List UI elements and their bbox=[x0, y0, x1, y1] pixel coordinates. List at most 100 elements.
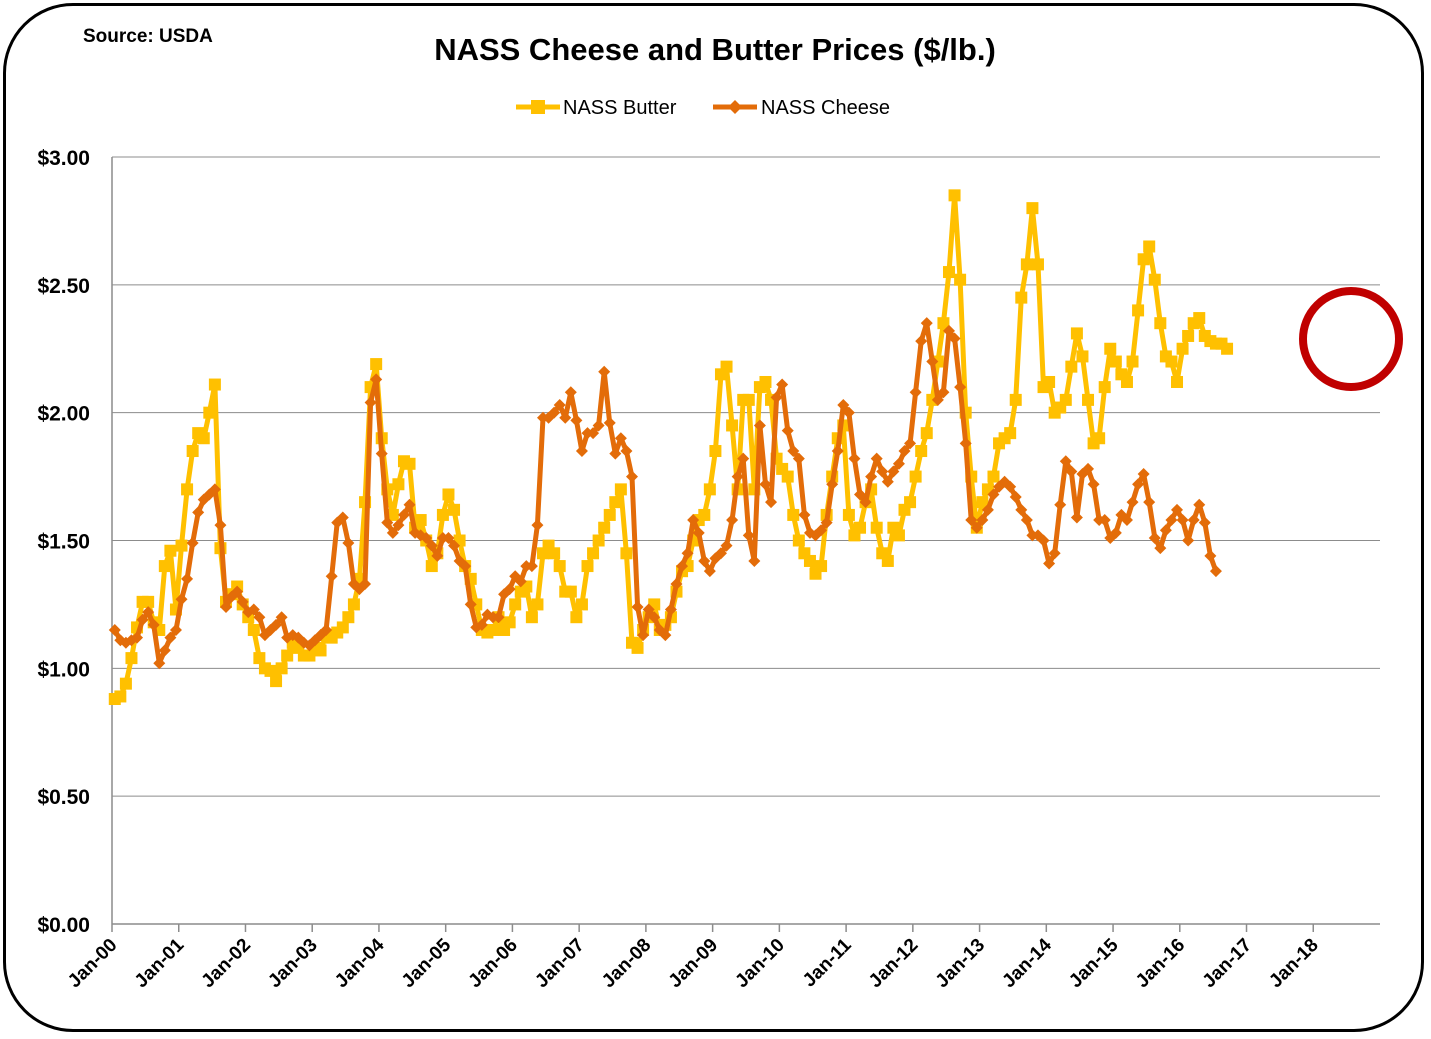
cheese-point bbox=[131, 631, 144, 644]
series-cheese bbox=[108, 317, 1222, 670]
butter-point bbox=[414, 514, 427, 527]
x-tick-label: Jan-03 bbox=[264, 935, 321, 992]
x-tick-label: Jan-16 bbox=[1132, 935, 1189, 992]
cheese-point bbox=[759, 478, 772, 491]
cheese-point bbox=[692, 526, 705, 539]
cheese-point bbox=[220, 600, 233, 613]
cheese-point bbox=[231, 585, 244, 598]
legend-butter-marker bbox=[531, 100, 545, 114]
butter-point bbox=[264, 664, 277, 677]
cheese-point bbox=[136, 613, 149, 626]
cheese-point bbox=[1009, 491, 1022, 504]
cheese-point bbox=[642, 603, 655, 616]
cheese-point bbox=[1204, 549, 1217, 562]
cheese-point bbox=[1143, 496, 1156, 509]
cheese-point bbox=[753, 419, 766, 432]
cheese-point bbox=[186, 537, 199, 550]
cheese-point bbox=[1054, 498, 1067, 511]
butter-point bbox=[759, 375, 772, 388]
cheese-point bbox=[981, 503, 994, 516]
cheese-point bbox=[687, 514, 700, 527]
butter-point bbox=[370, 358, 383, 371]
cheese-point bbox=[531, 519, 544, 532]
cheese-point bbox=[1165, 514, 1178, 527]
butter-point bbox=[1082, 393, 1095, 406]
butter-point bbox=[436, 508, 449, 521]
cheese-point bbox=[247, 603, 260, 616]
butter-point bbox=[392, 478, 405, 491]
cheese-point bbox=[1020, 514, 1033, 527]
x-tick-label: Jan-06 bbox=[465, 935, 522, 992]
cheese-point bbox=[603, 416, 616, 429]
cheese-point bbox=[270, 618, 283, 631]
butter-point bbox=[1193, 312, 1206, 325]
cheese-point bbox=[1159, 524, 1172, 537]
butter-point bbox=[1154, 317, 1167, 330]
legend: NASS Butter NASS Cheese bbox=[516, 97, 890, 119]
cheese-point bbox=[892, 457, 905, 470]
butter-point bbox=[247, 623, 260, 636]
cheese-point bbox=[475, 618, 488, 631]
butter-point bbox=[904, 496, 917, 509]
cheese-point bbox=[181, 572, 194, 585]
y-tick-label: $1.50 bbox=[37, 531, 90, 554]
cheese-point bbox=[1148, 531, 1161, 544]
cheese-point bbox=[931, 393, 944, 406]
legend-butter-label: NASS Butter bbox=[563, 97, 677, 119]
cheese-point bbox=[659, 629, 672, 642]
y-axis-ticks: $0.00 $0.50 $1.00 $1.50 $2.00 $2.50 $3.00 bbox=[37, 147, 90, 937]
cheese-point bbox=[820, 516, 833, 529]
butter-point bbox=[347, 598, 360, 611]
cheese-point bbox=[776, 378, 789, 391]
cheese-point bbox=[898, 445, 911, 458]
cheese-point bbox=[742, 529, 755, 542]
cheese-point bbox=[336, 511, 349, 524]
cheese-point bbox=[620, 445, 633, 458]
cheese-point bbox=[1109, 526, 1122, 539]
cheese-point bbox=[1137, 468, 1150, 481]
x-tick-label: Jan-11 bbox=[799, 934, 856, 991]
cheese-point bbox=[253, 611, 266, 624]
cheese-point bbox=[1132, 478, 1145, 491]
butter-point bbox=[909, 470, 922, 483]
y-tick-label: $2.50 bbox=[37, 275, 90, 298]
butter-point bbox=[253, 652, 266, 665]
butter-point bbox=[1132, 304, 1145, 317]
cheese-point bbox=[142, 606, 155, 619]
chart-title: NASS Cheese and Butter Prices ($/lb.) bbox=[434, 32, 996, 67]
cheese-point bbox=[954, 381, 967, 394]
cheese-point bbox=[698, 554, 711, 567]
butter-point bbox=[114, 690, 127, 703]
x-tick-label: Jan-09 bbox=[665, 935, 722, 992]
highlight-label: 0 bbox=[1347, 326, 1361, 356]
butter-point bbox=[792, 534, 805, 547]
cheese-point bbox=[420, 531, 433, 544]
butter-point bbox=[1015, 291, 1028, 304]
butter-point bbox=[1059, 393, 1072, 406]
cheese-point bbox=[965, 514, 978, 527]
cheese-point bbox=[859, 496, 872, 509]
butter-point bbox=[186, 445, 199, 458]
cheese-point bbox=[492, 611, 505, 624]
legend-cheese-marker bbox=[728, 100, 742, 114]
butter-point bbox=[620, 547, 633, 560]
cheese-point bbox=[464, 598, 477, 611]
butter-point bbox=[425, 560, 438, 573]
cheese-point bbox=[792, 452, 805, 465]
butter-point bbox=[403, 457, 416, 470]
cheese-point bbox=[1187, 514, 1200, 527]
butter-point bbox=[587, 547, 600, 560]
butter-point bbox=[525, 611, 538, 624]
cheese-point bbox=[625, 470, 638, 483]
butter-point bbox=[703, 483, 716, 496]
x-tick-label: Jan-15 bbox=[1065, 934, 1123, 992]
cheese-point bbox=[731, 470, 744, 483]
butter-point bbox=[709, 445, 722, 458]
butter-point bbox=[1026, 202, 1039, 215]
butter-point bbox=[142, 595, 155, 608]
butter-point bbox=[631, 641, 644, 654]
cheese-point bbox=[664, 603, 677, 616]
cheese-point bbox=[1182, 534, 1195, 547]
cheese-point bbox=[548, 406, 561, 419]
